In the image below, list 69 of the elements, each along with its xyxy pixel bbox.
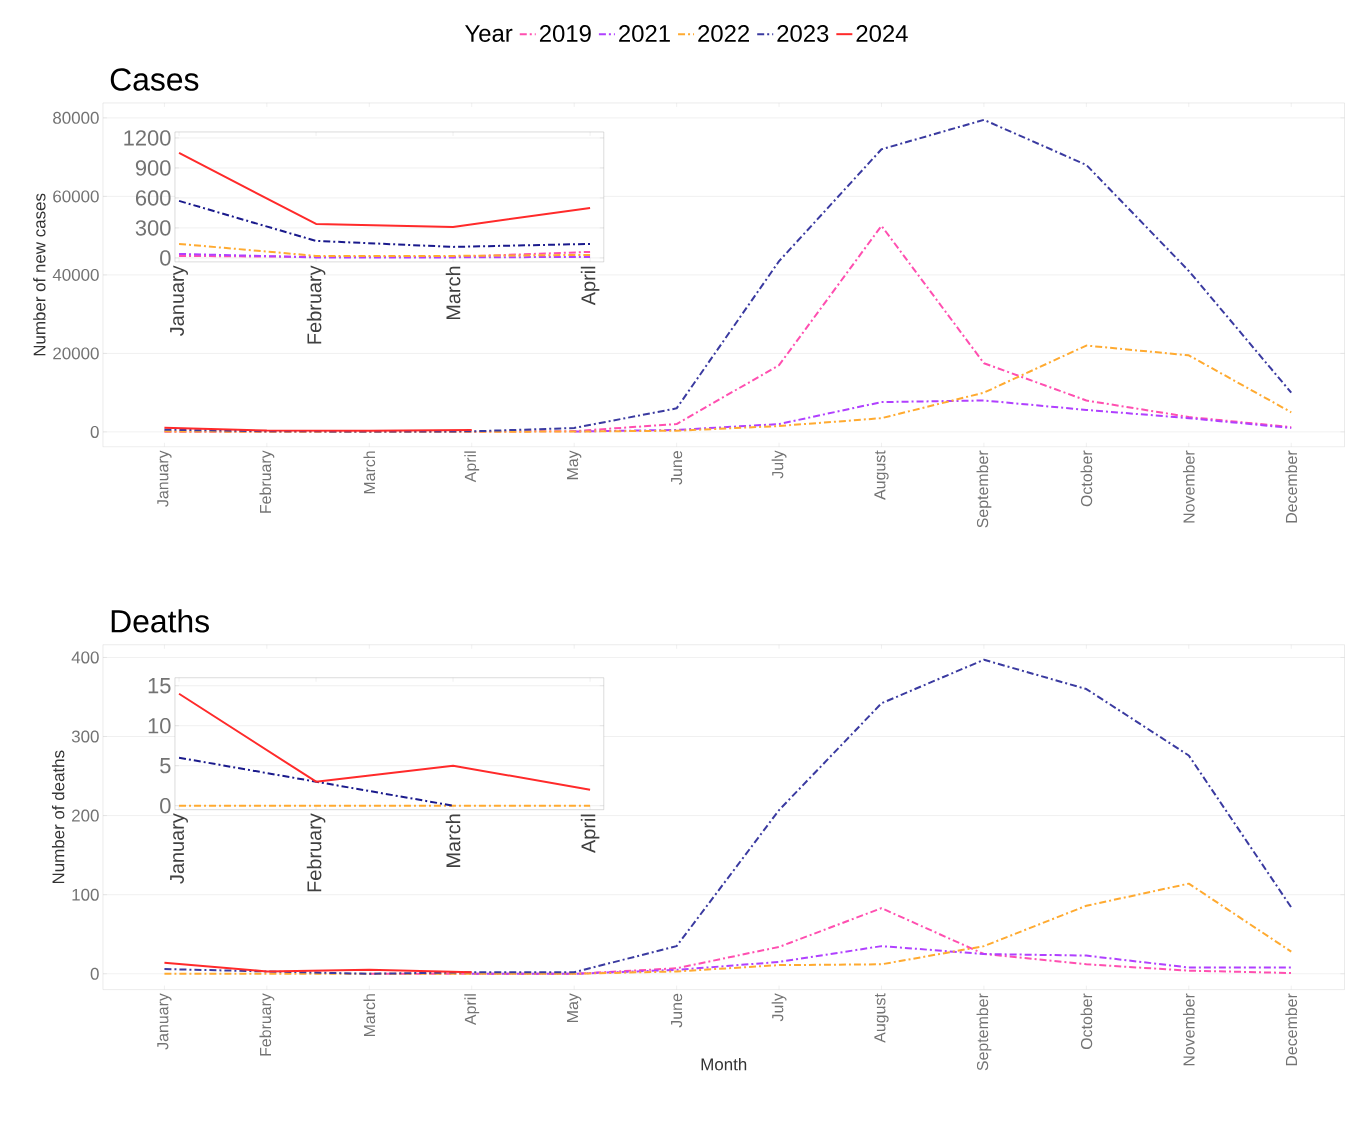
y-tick-label: 900 xyxy=(135,160,171,176)
y-axis-title: Number of deaths xyxy=(51,750,65,884)
x-tick-label: April xyxy=(580,814,600,854)
legend-label: 2023 xyxy=(777,25,829,43)
y-tick-label: 300 xyxy=(135,220,171,236)
x-tick-label: March xyxy=(445,814,461,868)
y-tick-label: 0 xyxy=(90,968,99,981)
x-tick-label: October xyxy=(1080,993,1093,1050)
y-tick-label: 100 xyxy=(72,888,99,901)
x-tick-label: November xyxy=(1182,450,1195,523)
x-tick-label: January xyxy=(170,813,188,884)
line-series xyxy=(178,152,592,229)
x-tick-label: February xyxy=(259,993,275,1056)
x-tick-label: December xyxy=(1285,993,1298,1066)
y-tick-label: 20000 xyxy=(53,347,99,360)
x-tick-label: February xyxy=(306,265,326,344)
y-tick-label: 40000 xyxy=(52,269,99,282)
y-tick-label: 0 xyxy=(160,798,171,814)
line-series xyxy=(163,961,473,974)
legend-label: 2024 xyxy=(856,25,908,43)
line-series xyxy=(178,200,592,249)
line-series xyxy=(470,945,1293,976)
y-tick-label: 300 xyxy=(71,730,99,743)
line-series xyxy=(573,399,1293,433)
x-tick-label: July xyxy=(771,450,787,479)
x-tick-label: May xyxy=(567,450,582,480)
y-tick-label: 10 xyxy=(148,718,171,734)
x-tick-label: January xyxy=(157,993,172,1050)
y-tick-label: 0 xyxy=(160,250,171,266)
y-tick-label: 80000 xyxy=(53,112,99,125)
y-axis-title: Number of new cases xyxy=(33,193,46,356)
y-tick-label: 15 xyxy=(148,678,171,694)
x-tick-label: January xyxy=(157,450,172,507)
x-tick-label: June xyxy=(671,994,683,1028)
x-tick-label: March xyxy=(363,994,376,1037)
x-tick-label: December xyxy=(1285,450,1298,523)
legend-label: 2019 xyxy=(539,25,591,43)
y-tick-label: 400 xyxy=(71,651,99,664)
x-tick-label: November xyxy=(1182,993,1195,1066)
x-tick-label: April xyxy=(464,994,480,1026)
x-tick-label: October xyxy=(1080,450,1093,507)
line-series xyxy=(163,344,1293,434)
legend-label: 2022 xyxy=(698,25,749,43)
chart-title: Deaths xyxy=(111,609,209,633)
x-tick-label: February xyxy=(306,813,326,892)
y-tick-label: 1200 xyxy=(124,130,171,146)
x-tick-label: January xyxy=(170,265,188,337)
y-tick-label: 60000 xyxy=(53,190,99,203)
x-tick-label: May xyxy=(567,993,582,1023)
line-series xyxy=(178,692,592,791)
x-tick-label: March xyxy=(363,451,376,494)
y-tick-label: 0 xyxy=(90,426,99,439)
x-tick-label: July xyxy=(771,993,787,1022)
y-tick-label: 200 xyxy=(72,809,99,822)
x-tick-label: August xyxy=(874,450,889,501)
chart-title: Cases xyxy=(110,68,199,91)
x-tick-label: August xyxy=(874,993,889,1043)
y-tick-label: 5 xyxy=(160,758,171,774)
x-tick-label: September xyxy=(976,993,992,1071)
x-tick-label: February xyxy=(259,450,275,513)
y-tick-label: 600 xyxy=(135,190,171,206)
x-tick-label: April xyxy=(464,451,480,483)
legend-title: Year xyxy=(465,25,513,43)
legend-label: 2021 xyxy=(619,25,670,43)
x-tick-label: September xyxy=(976,450,992,528)
x-tick-label: March xyxy=(445,266,461,320)
x-tick-label: June xyxy=(671,451,683,485)
x-axis-title: Month xyxy=(701,1058,747,1071)
x-tick-label: April xyxy=(580,266,600,306)
